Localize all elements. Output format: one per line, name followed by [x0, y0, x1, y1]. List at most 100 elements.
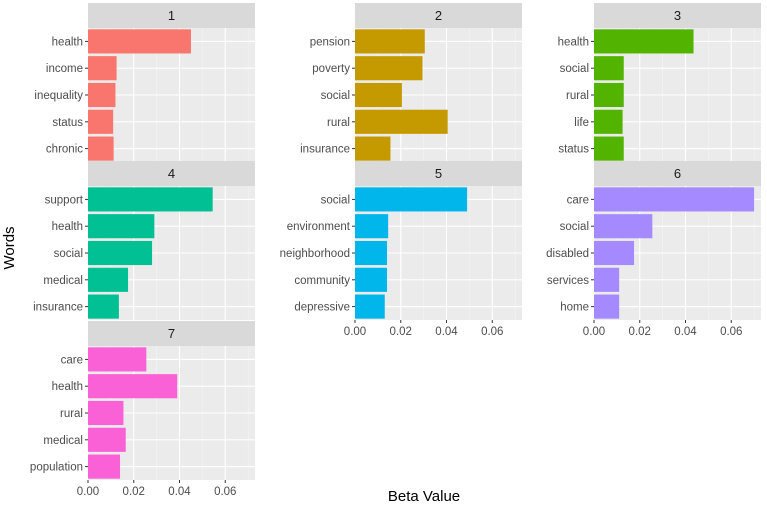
category-label: status [52, 117, 83, 129]
category-label: environment [287, 221, 351, 233]
bar-social [88, 240, 153, 266]
category-label: insurance [300, 144, 350, 156]
category-label: services [547, 275, 589, 287]
category-label: home [560, 302, 589, 314]
facet-3: 3 health social rural life status [558, 3, 761, 162]
facet-strip [88, 3, 255, 28]
category-label: social [321, 194, 350, 206]
bar-status [594, 136, 624, 161]
facet-2: 2 pension poverty social rural insurance [300, 3, 522, 162]
bar-social [355, 187, 468, 212]
bar-rural [355, 109, 448, 134]
facet-strip [88, 321, 255, 346]
category-label: rural [566, 90, 589, 102]
bar-social [355, 82, 402, 108]
category-label: insurance [33, 302, 83, 314]
x-axis-title: Beta Value [388, 488, 460, 505]
bar-status [88, 109, 114, 134]
bar-rural [88, 400, 124, 426]
bar-care [594, 187, 755, 212]
y-axis-title: Words [1, 226, 18, 269]
bar-health [594, 29, 694, 54]
category-label: medical [43, 435, 83, 447]
bar-care [88, 347, 147, 372]
bar-home [594, 294, 620, 319]
bar-insurance [355, 136, 391, 161]
category-label: rural [60, 408, 83, 420]
x-tick-label: 0.00 [344, 326, 366, 338]
category-label: disabled [546, 248, 589, 260]
x-tick-label: 0.02 [390, 326, 412, 338]
bar-life [594, 109, 623, 134]
category-label: social [560, 221, 589, 233]
facet-strip-label: 7 [168, 326, 175, 341]
x-tick-label: 0.06 [214, 486, 236, 498]
facet-strip-label: 2 [435, 8, 442, 23]
category-label: rural [327, 117, 350, 129]
category-label: health [52, 221, 83, 233]
bar-environment [355, 214, 389, 239]
bar-medical [88, 427, 126, 452]
category-label: community [294, 275, 350, 287]
facet-5: 5 social environment neighborhood community d… [280, 161, 522, 338]
facet-1: 1 health income inequality status chronic [34, 3, 255, 162]
facet-strip-label: 6 [674, 166, 681, 181]
category-label: inequality [34, 90, 83, 102]
category-label: support [45, 194, 84, 206]
facet-6: 6 care social disabled services home 0.00 0.02 0… [546, 161, 761, 338]
category-label: social [54, 248, 83, 260]
category-label: pension [310, 36, 350, 48]
category-label: status [558, 144, 589, 156]
bar-medical [88, 267, 129, 292]
x-tick-label: 0.04 [168, 486, 191, 498]
x-tick-label: 0.00 [77, 486, 99, 498]
facet-strip [355, 161, 522, 186]
facet-4: 4 support health social medical insurance [33, 161, 255, 320]
category-label: population [30, 462, 83, 474]
bar-rural [594, 82, 624, 108]
bar-insurance [88, 294, 119, 319]
bar-disabled [594, 240, 635, 266]
category-label: care [567, 194, 589, 206]
facet-strip-label: 3 [674, 8, 681, 23]
category-label: health [52, 36, 83, 48]
x-tick-label: 0.02 [123, 486, 145, 498]
bar-health [88, 29, 191, 54]
bar-population [88, 454, 121, 479]
bar-depressive [355, 294, 385, 319]
x-tick-label: 0.04 [435, 326, 458, 338]
x-tick-label: 0.00 [583, 326, 605, 338]
facet-strip [355, 3, 522, 28]
bar-inequality [88, 82, 116, 108]
bar-income [88, 56, 117, 81]
bar-chronic [88, 136, 114, 161]
x-tick-label: 0.04 [674, 326, 697, 338]
bar-social [594, 214, 653, 239]
category-label: medical [43, 275, 83, 287]
facet-strip [594, 161, 761, 186]
bar-social [594, 56, 624, 81]
bar-poverty [355, 56, 423, 81]
category-label: poverty [312, 63, 350, 75]
category-label: social [321, 90, 350, 102]
x-tick-label: 0.06 [481, 326, 503, 338]
bar-services [594, 267, 620, 292]
bar-health [88, 214, 155, 239]
bar-community [355, 267, 388, 292]
facet-strip-label: 4 [168, 166, 175, 181]
facet-strip-label: 1 [168, 8, 175, 23]
bar-neighborhood [355, 240, 388, 266]
bar-support [88, 187, 213, 212]
category-label: social [560, 63, 589, 75]
category-label: life [574, 117, 589, 129]
facet-7: 7 care health rural medical population 0.00 0.0… [30, 321, 255, 498]
category-label: health [558, 36, 589, 48]
bar-pension [355, 29, 425, 54]
category-label: income [46, 63, 83, 75]
category-label: chronic [46, 144, 83, 156]
category-label: neighborhood [280, 248, 350, 260]
bar-health [88, 374, 178, 399]
x-tick-label: 0.06 [720, 326, 742, 338]
category-label: depressive [294, 302, 350, 314]
